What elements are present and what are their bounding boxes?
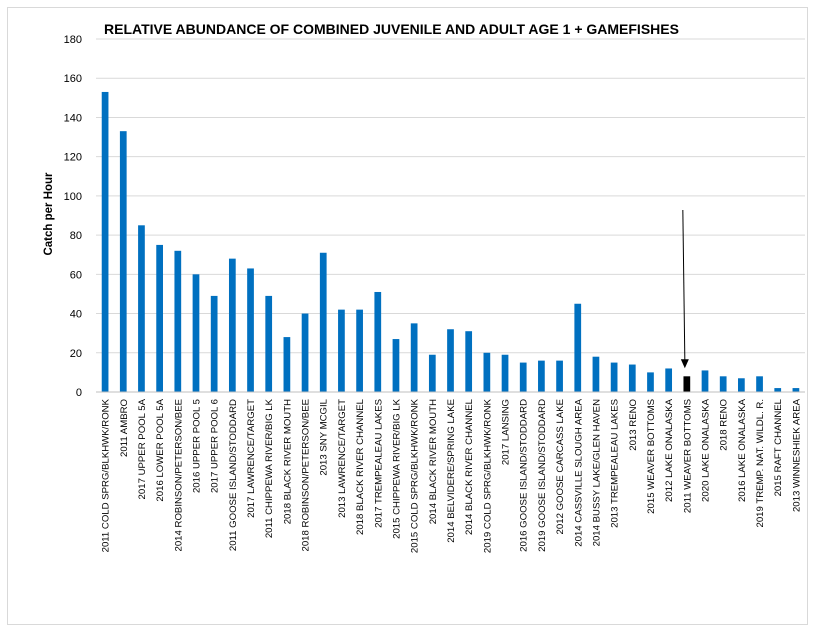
annotation-arrow-line [682,209,686,361]
x-tick-label: 2015 WEAVER BOTTOMS [646,399,657,514]
bar [374,291,382,392]
bar [101,91,109,392]
x-tick-label: 2019 COLD SPRG/BLKHWK/RONK [482,398,493,553]
bars [101,91,800,392]
x-tick-label: 2017 LAWRENCE/TARGET [246,399,257,518]
x-tick-label: 2016 LAKE ONALASKA [737,398,748,502]
y-tick-label: 160 [64,73,82,85]
x-tick-label: 2013 LAWRENCE/TARGET [337,399,348,518]
bar [319,252,327,392]
bar [338,309,345,392]
bar [465,331,473,392]
bar [156,244,163,392]
bar [283,337,291,392]
x-tick-label: 2011 COLD SPRG/BLKHWK/RONK [101,398,112,552]
bar [119,131,127,392]
x-tick-label: 2015 CHIPPEWA RIVER/BIG LK [391,398,402,538]
x-tick-label: 2017 LANSING [501,399,512,465]
bar [410,323,418,392]
y-tick-label: 40 [70,309,82,321]
x-tick-label: 2014 CASSVILLE SLOUGH AREA [573,398,584,546]
x-tick-label: 2013 RENO [628,399,639,451]
x-tick-label: 2014 BLACK RIVER CHANNEL [464,398,475,535]
x-tick-label: 2016 GOOSE ISLAND/STODDARD [519,399,530,552]
bar [265,295,273,392]
x-tick-label: 2018 ROBINSON/PETERSON/BEE [301,399,312,551]
x-tick-label: 2013 SNY MCGIL [319,398,330,475]
x-tick-label: 2014 BLACK RIVER MOUTH [428,399,439,524]
x-tick-label: 2015 RAFT CHANNEL [773,398,784,496]
bar [628,364,636,392]
bar [247,268,254,392]
x-tick-label: 2011 WEAVER BOTTOMS [682,399,693,513]
bar [792,388,800,392]
bar [392,339,400,392]
bar [738,378,745,392]
bar [774,388,782,392]
annotation [680,209,689,369]
bar [519,362,527,392]
x-tick-label: 2017 UPPER POOL 6 [210,399,221,493]
x-tick-label: 2017 TREMPEALEAU LAKES [373,399,384,528]
annotation-arrow-head [680,359,689,369]
bar [665,368,673,392]
y-tick-label: 100 [64,191,82,203]
x-tick-label: 2011 AMBRO [119,399,130,457]
y-axis-ticks: 0 20 40 60 80 100 120 140 160 180 [64,34,82,399]
x-tick-label: 2014 ROBINSON/PETERSON/BEE [173,399,184,551]
bar [574,303,582,392]
x-tick-label: 2012 GOOSE CARCASS LAKE [555,399,566,534]
bar [428,354,436,392]
bar [756,376,763,392]
x-tick-label: 2018 BLACK RIVER MOUTH [282,399,293,524]
highlighted-bar [683,376,691,392]
x-tick-label: 2015 COLD SPRG/BLKHWK/RONK [410,398,421,553]
x-tick-label: 2019 TREMP. NAT. WILDL. R. [755,399,766,528]
bar [701,370,709,392]
x-tick-label: 2013 WINNESHIEK AREA [791,398,802,512]
bar [556,360,563,392]
bar [447,329,454,392]
y-tick-label: 0 [76,387,82,399]
y-tick-label: 80 [70,230,82,242]
bar [174,250,182,392]
x-tick-label: 2016 UPPER POOL 5 [191,399,202,493]
bar [610,362,618,392]
y-tick-label: 60 [70,269,82,281]
x-tick-label: 2017 UPPER POOL 5A [137,398,148,499]
bar [501,354,509,392]
y-tick-label: 20 [70,348,82,360]
x-tick-label: 2014 BELVIDERE/SPRING LAKE [446,399,457,543]
bar [228,258,236,392]
bar [483,352,491,392]
x-tick-label: 2020 LAKE ONALASKA [701,398,712,502]
x-tick-label: 2018 BLACK RIVER CHANNEL [355,398,366,535]
bar [538,360,545,392]
x-tick-label: 2014 BUSSY LAKE/GLEN HAVEN [591,399,602,546]
bar [647,372,654,392]
bar [356,309,363,392]
bar [301,313,309,392]
x-tick-label: 2013 TREMPEALEAU LAKES [610,399,621,528]
bar [210,295,218,392]
bar [192,274,200,392]
bar [592,356,600,392]
x-tick-label: 2016 LOWER POOL 5A [155,398,166,501]
x-tick-label: 2012 LAKE ONALASKA [664,398,675,502]
bar [719,376,727,392]
bar [138,225,145,392]
gridlines [96,38,805,354]
x-tick-label: 2011 CHIPPEWA RIVER/BIG LK [264,398,275,538]
chart-title: RELATIVE ABUNDANCE OF COMBINED JUVENILE … [104,21,679,37]
y-tick-label: 180 [64,34,82,46]
x-tick-label: 2019 GOOSE ISLAND/STODDARD [537,399,548,552]
y-tick-label: 120 [64,152,82,164]
x-tick-label: 2011 GOOSE ISLAND/STODDARD [228,399,239,551]
x-tick-label: 2018 RENO [719,399,730,451]
y-tick-label: 140 [64,112,82,124]
y-axis-label: Catch per Hour [43,172,55,256]
x-axis-ticks: 2011 COLD SPRG/BLKHWK/RONK 2011 AMBRO 2017… [101,398,803,553]
